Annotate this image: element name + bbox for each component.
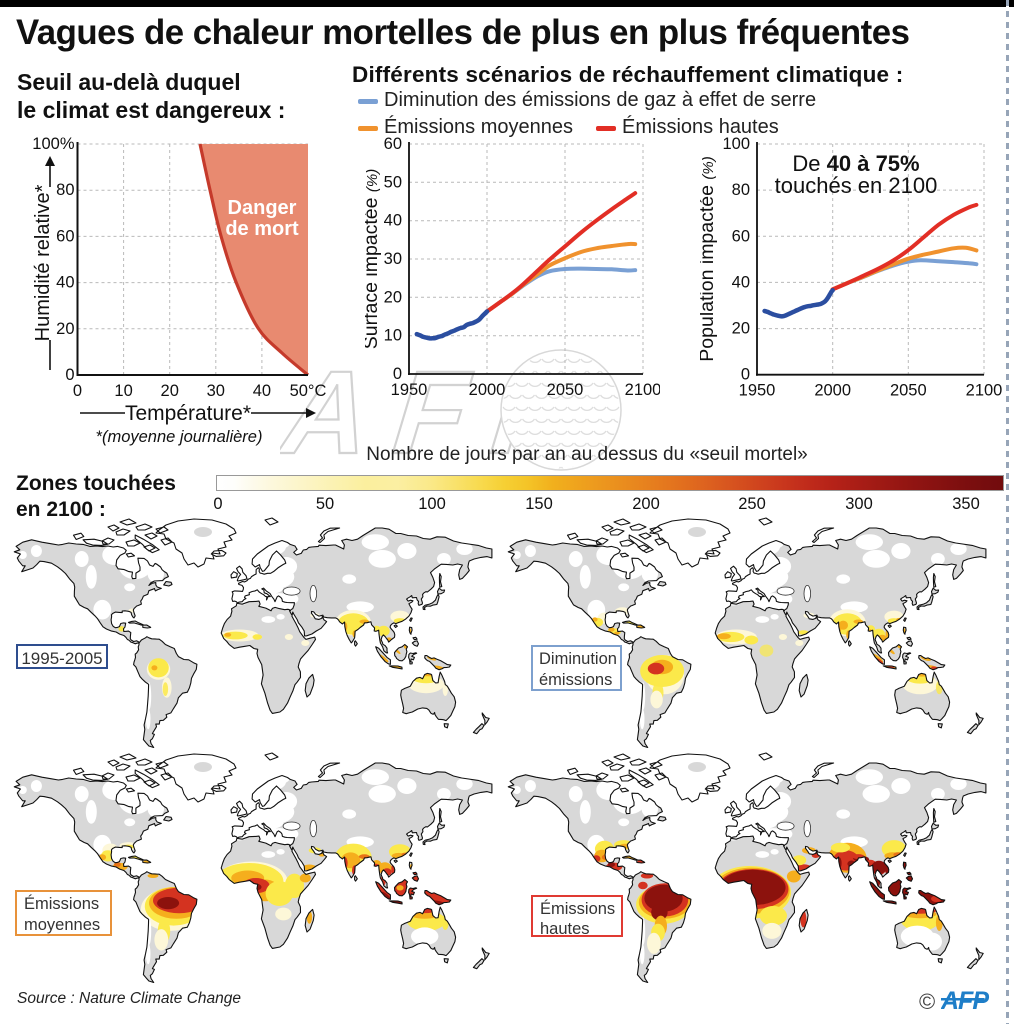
svg-text:0: 0 bbox=[741, 366, 750, 384]
svg-text:1950: 1950 bbox=[391, 381, 428, 399]
svg-text:20: 20 bbox=[732, 320, 750, 338]
svg-text:10: 10 bbox=[114, 382, 132, 400]
svg-text:60: 60 bbox=[732, 227, 750, 245]
svg-text:40: 40 bbox=[732, 273, 750, 291]
svg-text:Température*: Température* bbox=[125, 402, 251, 425]
svg-text:0: 0 bbox=[65, 366, 74, 384]
svg-text:40: 40 bbox=[253, 382, 271, 400]
svg-text:Danger: Danger bbox=[228, 197, 297, 219]
svg-text:60: 60 bbox=[384, 135, 402, 153]
svg-text:touchés en 2100: touchés en 2100 bbox=[775, 173, 938, 198]
svg-text:2050: 2050 bbox=[547, 381, 584, 399]
svg-text:2050: 2050 bbox=[890, 382, 927, 400]
svg-text:30: 30 bbox=[207, 382, 225, 400]
svg-text:80: 80 bbox=[56, 181, 74, 199]
svg-text:100%: 100% bbox=[32, 135, 75, 153]
svg-text:1950: 1950 bbox=[739, 382, 776, 400]
svg-text:10: 10 bbox=[384, 327, 402, 345]
svg-text:AFP: AFP bbox=[941, 989, 989, 1015]
svg-text:100: 100 bbox=[722, 135, 750, 153]
svg-text:50°C: 50°C bbox=[290, 382, 327, 400]
svg-text:2100: 2100 bbox=[625, 381, 660, 399]
svg-text:0: 0 bbox=[73, 382, 82, 400]
svg-text:De 40 à 75%: De 40 à 75% bbox=[792, 151, 919, 176]
svg-text:Surface impactée (%): Surface impactée (%) bbox=[365, 169, 382, 350]
svg-text:de mort: de mort bbox=[225, 218, 299, 240]
svg-text:40: 40 bbox=[56, 274, 74, 292]
svg-text:30: 30 bbox=[384, 250, 402, 268]
svg-text:20: 20 bbox=[56, 320, 74, 338]
svg-text:20: 20 bbox=[384, 288, 402, 306]
svg-text:40: 40 bbox=[384, 212, 402, 230]
svg-text:80: 80 bbox=[732, 181, 750, 199]
svg-text:20: 20 bbox=[161, 382, 179, 400]
svg-text:Population impactée (%): Population impactée (%) bbox=[700, 156, 718, 361]
svg-text:2000: 2000 bbox=[469, 381, 506, 399]
svg-text:0: 0 bbox=[393, 365, 402, 383]
svg-text:60: 60 bbox=[56, 227, 74, 245]
svg-text:2100: 2100 bbox=[966, 382, 1003, 400]
svg-text:*(moyenne journalière): *(moyenne journalière) bbox=[96, 428, 263, 446]
svg-text:2000: 2000 bbox=[814, 382, 851, 400]
svg-text:50: 50 bbox=[384, 173, 402, 191]
svg-text:Humidité relative*: Humidité relative* bbox=[32, 184, 54, 341]
